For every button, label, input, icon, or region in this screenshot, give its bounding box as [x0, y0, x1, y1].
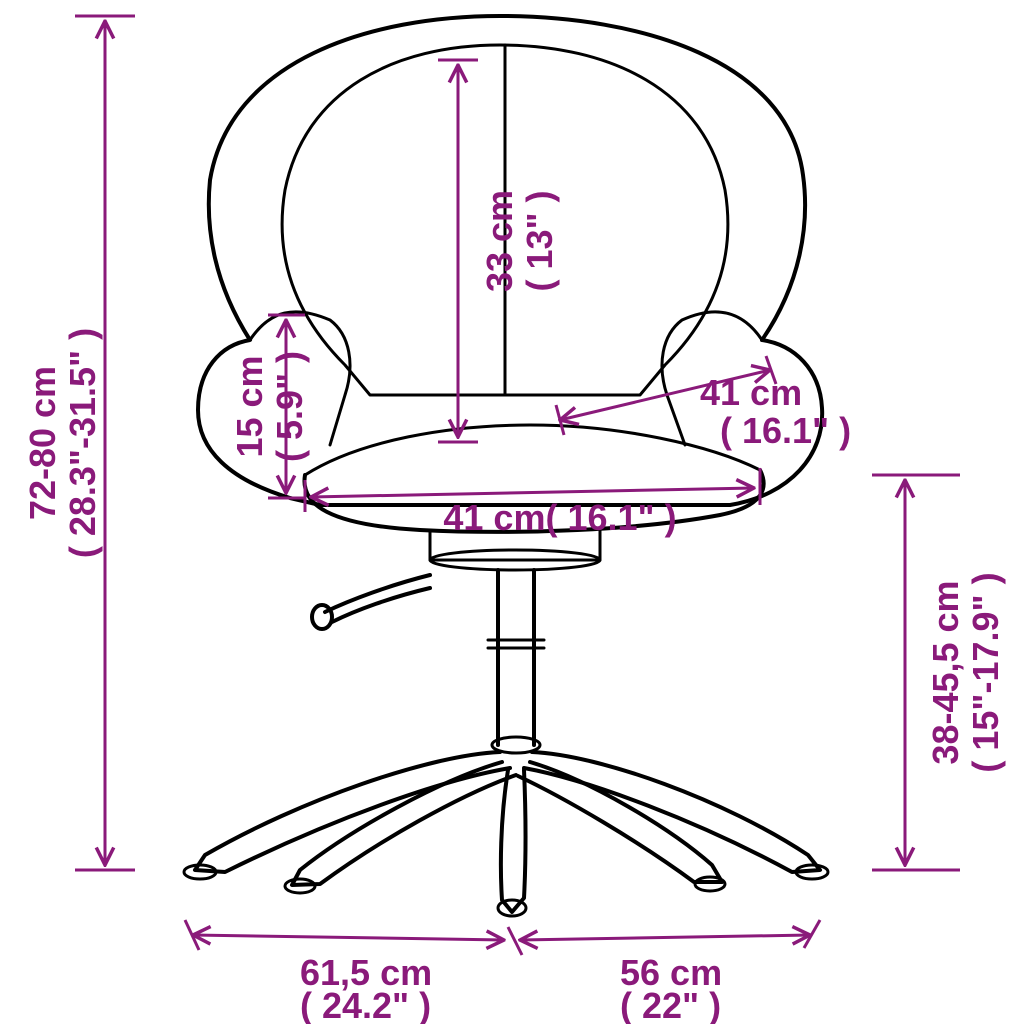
dim-backrest-height: 33 cm: [479, 190, 520, 292]
dim-total-height: 72-80 cm: [22, 366, 63, 520]
dim-seat-depth: 41 cm: [700, 372, 802, 413]
dim-base-depth-in: ( 24.2" ): [300, 985, 431, 1024]
chair-outline: [184, 16, 828, 916]
dim-seat-height: 38-45,5 cm: [925, 580, 966, 764]
dim-total-height-inches: ( 28.3"-31.5" ): [62, 328, 103, 558]
dimension-annotations: 72-80 cm( 28.3"-31.5" ) 38-45,5 cm( 15"-1…: [22, 16, 1006, 1024]
dim-seat-height-inches: ( 15"-17.9" ): [965, 572, 1006, 772]
chair-dimension-diagram: 72-80 cm( 28.3"-31.5" ) 38-45,5 cm( 15"-1…: [0, 0, 1024, 1024]
dim-backrest-height-inches: ( 13" ): [519, 190, 560, 291]
dim-base-width-in: ( 22" ): [620, 985, 721, 1024]
dim-armrest-height: 15 cm: [229, 355, 270, 457]
dim-seat-depth-in: ( 16.1" ): [720, 410, 851, 451]
dim-seat-width: 41 cm( 16.1" ): [443, 497, 676, 538]
dim-armrest-height-inches: ( 5.9" ): [269, 351, 310, 462]
